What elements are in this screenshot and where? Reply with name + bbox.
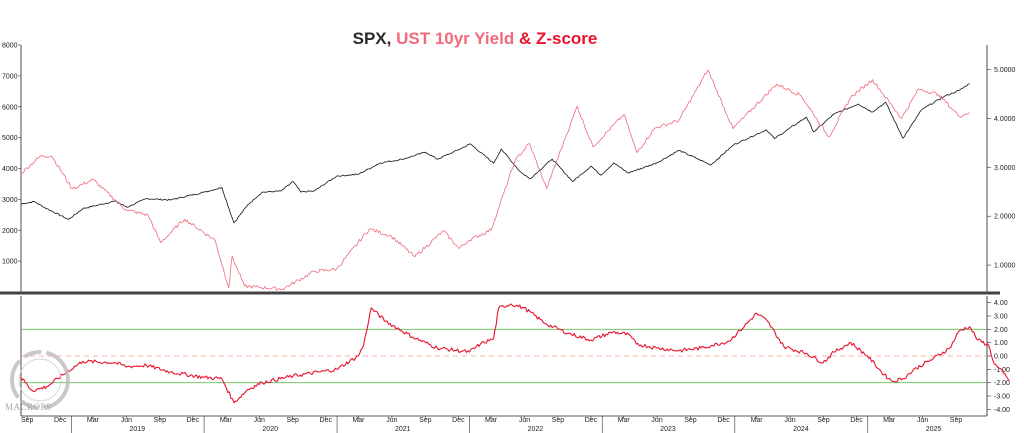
x-year-label: 2021 [395,426,411,433]
x-month-label: Dec [717,417,730,424]
x-year-label: 2025 [926,426,942,433]
watermark-inner-ring-icon [18,358,62,402]
macrops-watermark: MACROPS [5,350,70,412]
x-month-label: Jun [784,417,795,424]
x-month-label: Jun [651,417,662,424]
x-month-label: Dec [187,417,200,424]
series-line-spx [20,83,970,224]
x-month-label: Mar [220,417,233,424]
left-tick-label: 5000 [2,135,18,142]
zscore-tick-label: 3.00 [994,314,1008,321]
x-month-label: Jun [917,417,928,424]
left-tick-label: 2000 [2,228,18,235]
x-year-label: 2024 [793,426,809,433]
x-axis-ticks: Sep Dec Mar Jun Sep Dec Mar Jun Sep Dec Mar Jun Sep D… [21,416,962,433]
watermark-text: MACROPS [5,402,52,412]
x-year-label: 2022 [528,426,544,433]
x-month-label: Sep [552,417,565,424]
zscore-tick-label: -2.00 [994,380,1010,387]
x-year-label: 2020 [262,426,278,433]
left-tick-label: 6000 [2,104,18,111]
zscore-tick-label: 1.00 [994,340,1008,347]
x-month-label: Dec [850,417,863,424]
left-axis-ticks: 8000 7000 6000 5000 4000 3000 2000 1000 [2,43,21,266]
zscore-reference-lines [21,328,987,384]
zscore-tick-label: 2.00 [994,327,1008,334]
x-month-label: Mar [751,417,764,424]
zscore-tick-label: -4.00 [994,407,1010,414]
left-tick-label: 4000 [2,166,18,173]
series-line-ust-10yr-yield [21,69,970,291]
x-month-label: Dec [320,417,333,424]
x-month-label: Jun [121,417,132,424]
left-tick-label: 3000 [2,197,18,204]
x-month-label: Jun [519,417,530,424]
left-tick-label: 1000 [2,259,18,266]
x-month-label: Sep [684,417,697,424]
x-year-label: 2023 [660,426,676,433]
right-tick-label: 3.0000 [994,165,1016,172]
right-tick-label: 1.0000 [994,263,1016,270]
title-z-score: & Z-score [514,29,597,48]
x-month-label: Mar [485,417,498,424]
title-spx: SPX, [353,29,396,48]
x-month-label: Mar [352,417,365,424]
right-tick-label: 2.0000 [994,214,1016,221]
zscore-series-layer [20,303,1010,404]
right-tick-label: 5.0000 [994,67,1016,74]
series-line-z-score [20,303,1010,404]
x-month-label: Sep [817,417,830,424]
chart-title: SPX, UST 10yr Yield & Z-score [353,29,598,48]
zscore-tick-label: -3.00 [994,394,1010,401]
x-month-label: Sep [21,417,34,424]
watermark-circle-icon [10,350,70,410]
x-month-label: Sep [154,417,167,424]
x-month-label: Sep [419,417,432,424]
left-tick-label: 7000 [2,73,18,80]
left-tick-label: 8000 [2,43,18,50]
x-month-label: Mar [87,417,100,424]
right-axis-ticks: 5.0000 4.0000 3.0000 2.0000 1.0000 [987,67,1016,270]
zscore-tick-label: 0.00 [994,354,1008,361]
zscore-tick-label: 4.00 [994,300,1008,307]
x-month-label: Dec [585,417,598,424]
price-series-layer [20,69,970,291]
right-tick-label: 4.0000 [994,116,1016,123]
title-ust-yield: UST 10yr Yield [396,29,514,48]
x-month-label: Mar [618,417,631,424]
x-month-label: Dec [452,417,465,424]
x-month-label: Jun [386,417,397,424]
x-month-label: Dec [54,417,67,424]
x-month-label: Sep [950,417,963,424]
x-month-label: Mar [883,417,896,424]
x-year-label: 2019 [129,426,145,433]
x-month-label: Jun [254,417,265,424]
x-month-label: Sep [286,417,299,424]
